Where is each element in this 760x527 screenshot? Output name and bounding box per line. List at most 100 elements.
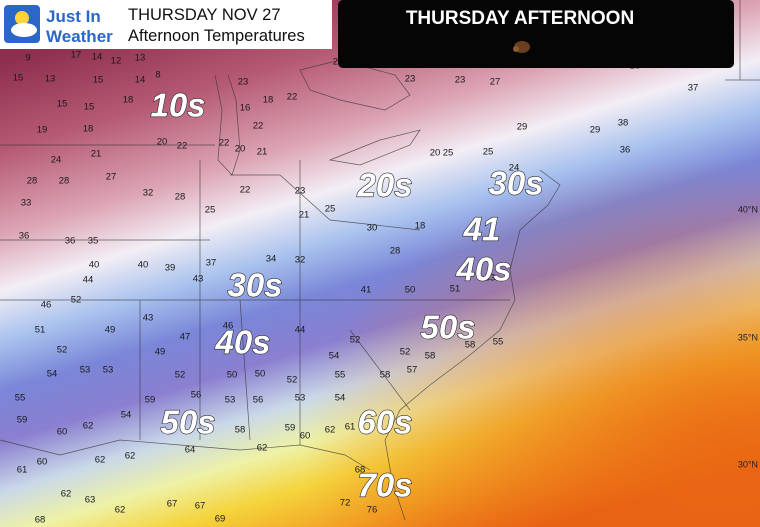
station-temp: 50 bbox=[227, 370, 238, 381]
station-temp: 44 bbox=[295, 325, 306, 336]
zone-label: 50s bbox=[420, 309, 475, 346]
station-temp: 58 bbox=[235, 425, 246, 436]
station-temp: 61 bbox=[17, 465, 28, 476]
station-temp: 52 bbox=[71, 295, 82, 306]
station-temp: 28 bbox=[27, 176, 38, 187]
header-title: THURSDAY NOV 27 bbox=[128, 6, 281, 24]
station-temp: 34 bbox=[266, 254, 277, 265]
station-temp: 25 bbox=[443, 148, 454, 159]
station-temp: 76 bbox=[367, 505, 378, 516]
logo-line1: Just In bbox=[46, 7, 101, 26]
station-temp: 53 bbox=[295, 393, 306, 404]
station-temp: 13 bbox=[135, 53, 146, 64]
station-temp: 62 bbox=[83, 421, 94, 432]
turkey-body bbox=[513, 46, 519, 52]
station-temp: 15 bbox=[84, 102, 95, 113]
station-temp: 62 bbox=[61, 489, 72, 500]
station-temp: 59 bbox=[145, 395, 156, 406]
station-temp: 55 bbox=[335, 370, 346, 381]
station-temp: 59 bbox=[17, 415, 28, 426]
station-temp: 72 bbox=[340, 498, 351, 509]
station-temp: 32 bbox=[143, 188, 154, 199]
logo-line2: Weather bbox=[46, 27, 113, 46]
station-temp: 53 bbox=[225, 395, 236, 406]
station-temp: 12 bbox=[111, 56, 122, 67]
station-temp: 18 bbox=[415, 221, 426, 232]
station-temp: 54 bbox=[121, 410, 132, 421]
banner-title: THURSDAY AFTERNOON bbox=[406, 8, 634, 29]
station-temp: 23 bbox=[405, 74, 416, 85]
station-temp: 62 bbox=[95, 455, 106, 466]
station-temp: 25 bbox=[205, 205, 216, 216]
station-temp: 49 bbox=[105, 325, 116, 336]
station-temp: 46 bbox=[223, 321, 234, 332]
station-temp: 20 bbox=[157, 137, 168, 148]
station-temp: 56 bbox=[253, 395, 264, 406]
station-temp: 35 bbox=[88, 236, 99, 247]
station-temp: 52 bbox=[57, 345, 68, 356]
station-temp: 23 bbox=[455, 75, 466, 86]
station-temp: 59 bbox=[285, 423, 296, 434]
station-temp: 40 bbox=[89, 260, 100, 271]
station-temp: 60 bbox=[57, 427, 68, 438]
header-subtitle: Afternoon Temperatures bbox=[128, 27, 305, 45]
station-temp: 27 bbox=[490, 77, 501, 88]
station-temp: 60 bbox=[37, 457, 48, 468]
station-temp: 36 bbox=[19, 231, 30, 242]
station-temp: 52 bbox=[287, 375, 298, 386]
station-temp: 15 bbox=[13, 73, 24, 84]
zone-label: 30s bbox=[227, 267, 282, 304]
station-temp: 43 bbox=[193, 274, 204, 285]
station-temp: 36 bbox=[65, 236, 76, 247]
latitude-label: 35°N bbox=[738, 332, 758, 342]
station-temp: 33 bbox=[21, 198, 32, 209]
station-temp: 18 bbox=[83, 124, 94, 135]
station-temp: 9 bbox=[25, 53, 30, 64]
station-temp: 54 bbox=[47, 369, 58, 380]
station-temp: 50 bbox=[255, 369, 266, 380]
station-temp: 67 bbox=[167, 499, 178, 510]
station-temp: 25 bbox=[483, 147, 494, 158]
zone-label: 10s bbox=[150, 87, 205, 124]
station-temp: 47 bbox=[180, 332, 191, 343]
station-temp: 14 bbox=[135, 75, 146, 86]
station-temp: 46 bbox=[41, 300, 52, 311]
station-temp: 52 bbox=[350, 335, 361, 346]
station-temp: 8 bbox=[155, 70, 160, 81]
station-temp: 64 bbox=[185, 445, 196, 456]
station-temp: 13 bbox=[45, 74, 56, 85]
station-temp: 62 bbox=[125, 451, 136, 462]
banner: THURSDAY AFTERNOON bbox=[338, 0, 734, 68]
zone-label: 70s bbox=[357, 467, 412, 504]
station-temp: 39 bbox=[165, 263, 176, 274]
station-temp: 28 bbox=[175, 192, 186, 203]
station-temp: 61 bbox=[345, 422, 356, 433]
station-temp: 60 bbox=[300, 431, 311, 442]
station-temp: 68 bbox=[35, 515, 46, 526]
station-temp: 58 bbox=[465, 340, 476, 351]
gulf-coast bbox=[0, 439, 371, 471]
state-lines bbox=[0, 144, 510, 445]
station-temp: 29 bbox=[590, 125, 601, 136]
station-temp: 14 bbox=[92, 52, 103, 63]
station-temp: 54 bbox=[329, 351, 340, 362]
station-temp: 24 bbox=[51, 155, 62, 166]
station-temp: 30 bbox=[367, 223, 378, 234]
station-temp: 43 bbox=[143, 313, 154, 324]
station-temp: 62 bbox=[115, 505, 126, 516]
station-temp: 63 bbox=[85, 495, 96, 506]
station-temp: 20 bbox=[235, 144, 246, 155]
station-temp: 69 bbox=[215, 514, 226, 525]
station-temp: 58 bbox=[380, 370, 391, 381]
latitude-label: 30°N bbox=[738, 459, 758, 469]
station-temp: 62 bbox=[257, 443, 268, 454]
station-temp: 28 bbox=[390, 246, 401, 257]
station-temp: 68 bbox=[355, 465, 366, 476]
station-temp: 32 bbox=[295, 255, 306, 266]
station-temp: 56 bbox=[191, 390, 202, 401]
station-temp: 17 bbox=[71, 50, 82, 61]
station-temp: 19 bbox=[37, 125, 48, 136]
station-temp: 24 bbox=[509, 163, 520, 174]
